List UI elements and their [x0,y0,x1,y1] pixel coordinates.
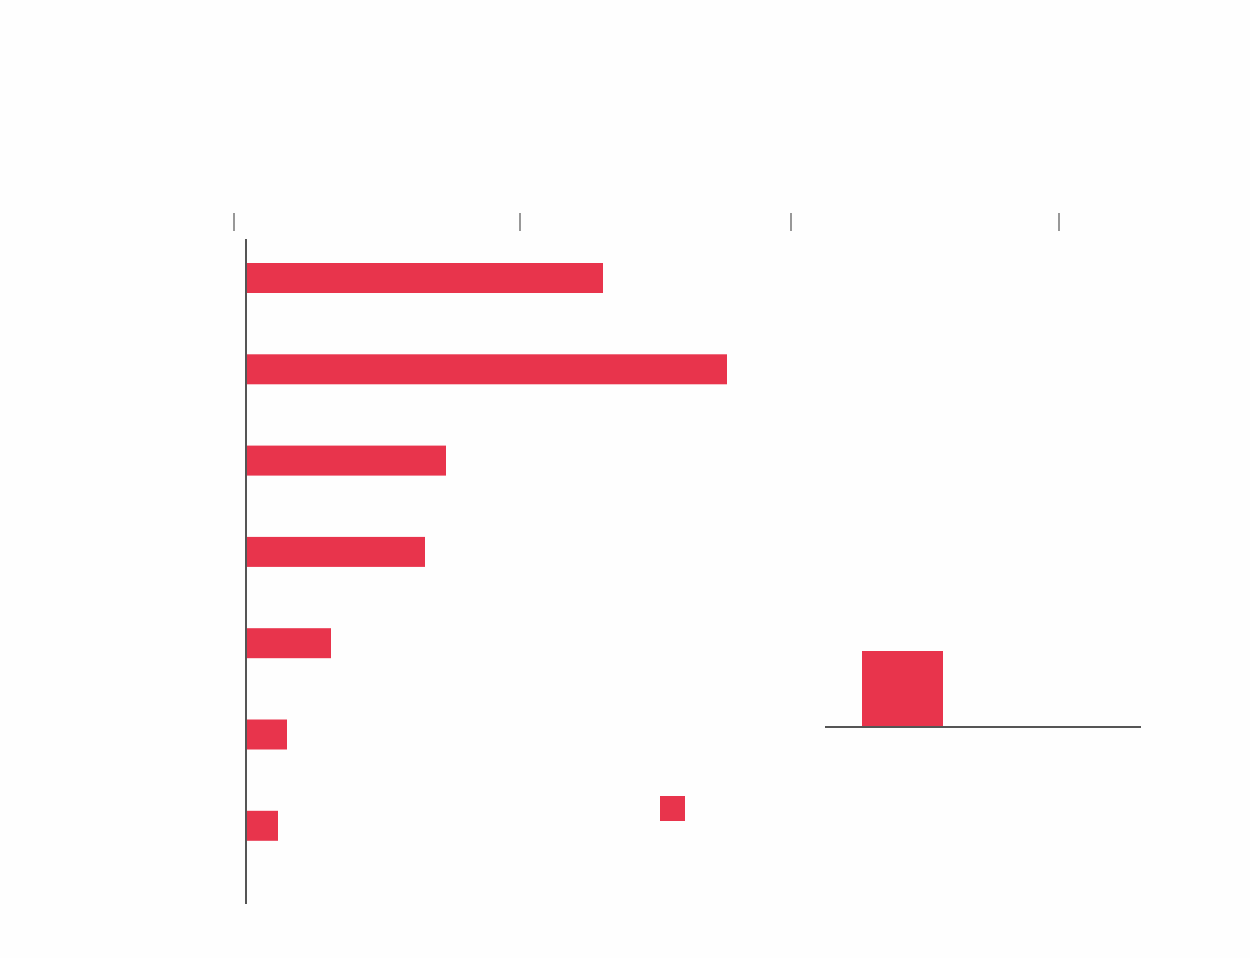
bar-3 [247,536,425,567]
bar-1 [247,354,727,385]
bar-4 [247,628,331,659]
bar-0 [247,263,603,293]
side-bar-chart [825,651,1141,728]
bar-5 [247,719,287,750]
legend-swatch [660,796,685,821]
side-bar-0 [862,651,943,727]
bar-2 [247,445,446,476]
bar-6 [247,810,278,841]
main-bar-chart [233,213,1060,904]
